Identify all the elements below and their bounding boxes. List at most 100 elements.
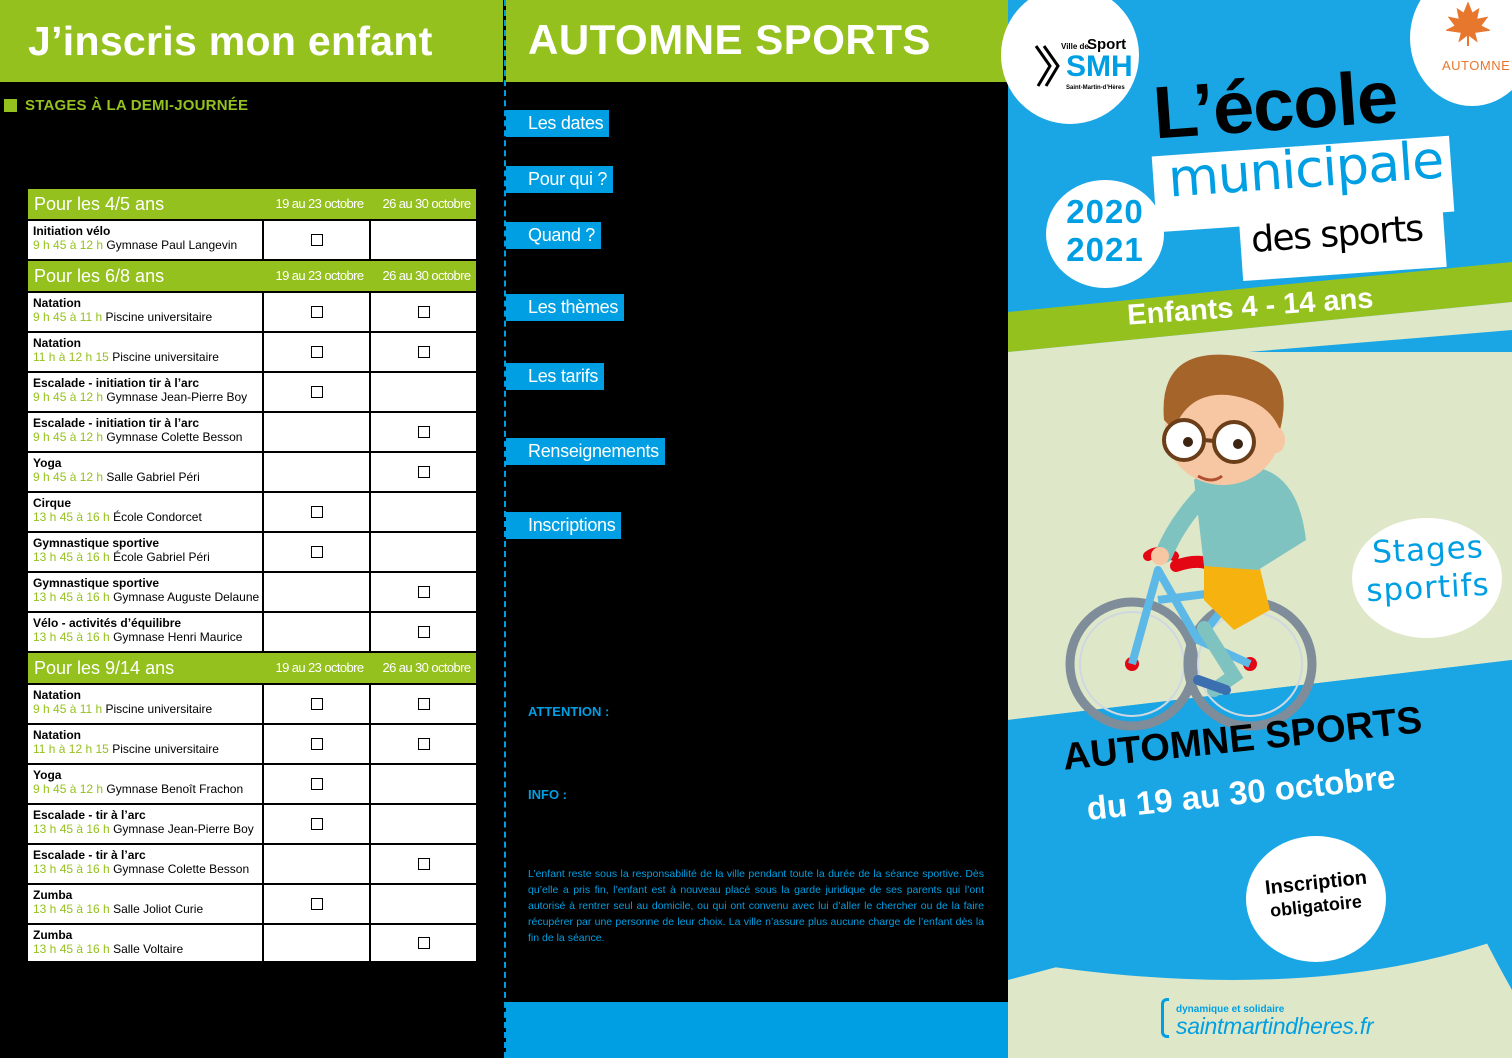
week1-cell: [264, 613, 371, 651]
registration-checkbox[interactable]: [417, 346, 430, 358]
info-header: AUTOMNE SPORTS: [506, 0, 1008, 82]
table-row: Natation 9 h 45 à 11 h Piscine universita…: [26, 683, 478, 723]
activity-cell: Escalade - initiation tir à l’arc 9 h 45 …: [28, 373, 264, 411]
activity-schedule: 13 h 45 à 16 h Gymnase Jean-Pierre Boy: [33, 822, 262, 836]
info-label: INFO :: [528, 787, 567, 802]
label-renseignements: Renseignements: [506, 438, 665, 465]
activity-name: Yoga: [33, 456, 62, 470]
inscription-badge: [1246, 836, 1386, 962]
week1-cell: [264, 373, 371, 411]
activity-hours: 13 h 45 à 16 h: [33, 942, 110, 956]
stages-line1: Stages: [1371, 529, 1485, 571]
table-row: Yoga 9 h 45 à 12 h Salle Gabriel Péri: [26, 451, 478, 491]
activity-hours: 11 h à 12 h 15: [33, 350, 109, 364]
registration-checkbox[interactable]: [310, 698, 323, 710]
child-bike-illustration: [1065, 354, 1317, 731]
activity-place: Gymnase Colette Besson: [106, 430, 243, 444]
week1-cell: [264, 805, 371, 843]
activity-name: Cirque: [33, 496, 72, 510]
registration-checkbox[interactable]: [310, 506, 323, 518]
activity-hours: 9 h 45 à 12 h: [33, 430, 104, 444]
registration-checkbox[interactable]: [417, 698, 430, 710]
week1-cell: [264, 493, 371, 531]
logo-smh: SMH: [1066, 50, 1133, 83]
year-badge: [1046, 180, 1164, 288]
age-group-label: Pour les 4/5 ans: [34, 194, 165, 214]
week2-cell: [371, 765, 476, 803]
registration-checkbox[interactable]: [417, 426, 430, 438]
table-row: Gymnastique sportive 13 h 45 à 16 h École…: [26, 531, 478, 571]
registration-checkbox[interactable]: [310, 234, 323, 246]
activity-cell: Yoga 9 h 45 à 12 h Salle Gabriel Péri: [28, 453, 264, 491]
age-group-header: Pour les 6/8 ans 19 au 23 octobre 26 au 30…: [26, 259, 478, 291]
activity-place: École Condorcet: [113, 510, 202, 524]
registration-checkbox[interactable]: [417, 738, 430, 750]
week1-cell: [264, 685, 371, 723]
activity-name: Escalade - initiation tir à l’arc: [33, 416, 200, 430]
activity-schedule: 13 h 45 à 16 h Gymnase Colette Besson: [33, 862, 262, 876]
table-row: Natation 9 h 45 à 11 h Piscine universita…: [26, 291, 478, 331]
smh-logo-mark: [1030, 42, 1070, 93]
week2-cell: [371, 333, 476, 371]
info-title: AUTOMNE SPORTS: [528, 16, 931, 63]
registration-checkbox[interactable]: [310, 898, 323, 910]
week2-cell: [371, 533, 476, 571]
stages-line2: sportifs: [1365, 566, 1491, 610]
week1-header: 19 au 23 octobre: [275, 268, 365, 283]
registration-checkbox[interactable]: [310, 386, 323, 398]
activity-place: Salle Joliot Curie: [113, 902, 204, 916]
registration-panel: J’inscris mon enfant STAGES À LA DEMI-JO…: [0, 0, 503, 1058]
table-row: Escalade - tir à l’arc 13 h 45 à 16 h Gym…: [26, 843, 478, 883]
registration-checkbox[interactable]: [417, 858, 430, 870]
half-day-subheading: STAGES À LA DEMI-JOURNÉE: [4, 97, 248, 114]
registration-checkbox[interactable]: [310, 306, 323, 318]
activity-cell: Cirque 13 h 45 à 16 h École Condorcet: [28, 493, 264, 531]
table-row: Escalade - initiation tir à l’arc 9 h 45 …: [26, 411, 478, 451]
activity-cell: Natation 9 h 45 à 11 h Piscine universita…: [28, 293, 264, 331]
week1-cell: [264, 765, 371, 803]
activity-hours: 9 h 45 à 12 h: [33, 238, 104, 252]
logo-sport: Sport: [1087, 36, 1127, 53]
activity-place: Piscine universitaire: [105, 702, 213, 716]
info-panel: AUTOMNE SPORTS Les dates Pour qui ? Quan…: [506, 0, 1008, 1058]
registration-checkbox[interactable]: [310, 738, 323, 750]
table-row: Zumba 13 h 45 à 16 h Salle Joliot Curie: [26, 883, 478, 923]
activity-schedule: 9 h 45 à 12 h Salle Gabriel Péri: [33, 470, 262, 484]
responsibility-disclaimer: L’enfant reste sous la responsabilité de…: [528, 868, 984, 944]
table-row: Zumba 13 h 45 à 16 h Salle Voltaire: [26, 923, 478, 963]
registration-checkbox[interactable]: [310, 346, 323, 358]
activity-cell: Natation 9 h 45 à 11 h Piscine universita…: [28, 685, 264, 723]
week1-cell: [264, 885, 371, 923]
activity-cell: Gymnastique sportive 13 h 45 à 16 h Gymna…: [28, 573, 264, 611]
table-row: Vélo - activités d’équilibre 13 h 45 à 16…: [26, 611, 478, 651]
week1-cell: [264, 925, 371, 961]
label-pour-qui: Pour qui ?: [506, 166, 614, 193]
registration-checkbox[interactable]: [417, 626, 430, 638]
registration-checkbox[interactable]: [310, 778, 323, 790]
week2-cell: [371, 221, 476, 259]
registration-checkbox[interactable]: [417, 466, 430, 478]
table-row: Natation 11 h à 12 h 15 Piscine universit…: [26, 331, 478, 371]
week1-cell: [264, 333, 371, 371]
week2-cell: [371, 805, 476, 843]
activity-hours: 13 h 45 à 16 h: [33, 550, 110, 564]
activity-name: Gymnastique sportive: [33, 576, 160, 590]
table-row: Natation 11 h à 12 h 15 Piscine universit…: [26, 723, 478, 763]
activity-name: Yoga: [33, 768, 62, 782]
registration-checkbox[interactable]: [417, 306, 430, 318]
week2-cell: [371, 725, 476, 763]
registration-checkbox[interactable]: [417, 586, 430, 598]
age-group-header: Pour les 4/5 ans 19 au 23 octobre 26 au 30…: [26, 187, 478, 219]
activity-place: Gymnase Jean-Pierre Boy: [113, 822, 254, 836]
registration-checkbox[interactable]: [417, 937, 430, 949]
logo-city: Saint-Martin-d’Hères: [1066, 85, 1125, 91]
week2-cell: [371, 885, 476, 923]
age-group-label: Pour les 9/14 ans: [34, 658, 175, 678]
activity-name: Zumba: [33, 928, 73, 942]
week1-cell: [264, 293, 371, 331]
site-url[interactable]: saintmartindheres.fr: [1176, 1013, 1374, 1039]
logo-ville-de: Ville de: [1061, 42, 1089, 51]
registration-checkbox[interactable]: [310, 818, 323, 830]
activity-hours: 9 h 45 à 11 h: [33, 310, 103, 324]
registration-checkbox[interactable]: [310, 546, 323, 558]
